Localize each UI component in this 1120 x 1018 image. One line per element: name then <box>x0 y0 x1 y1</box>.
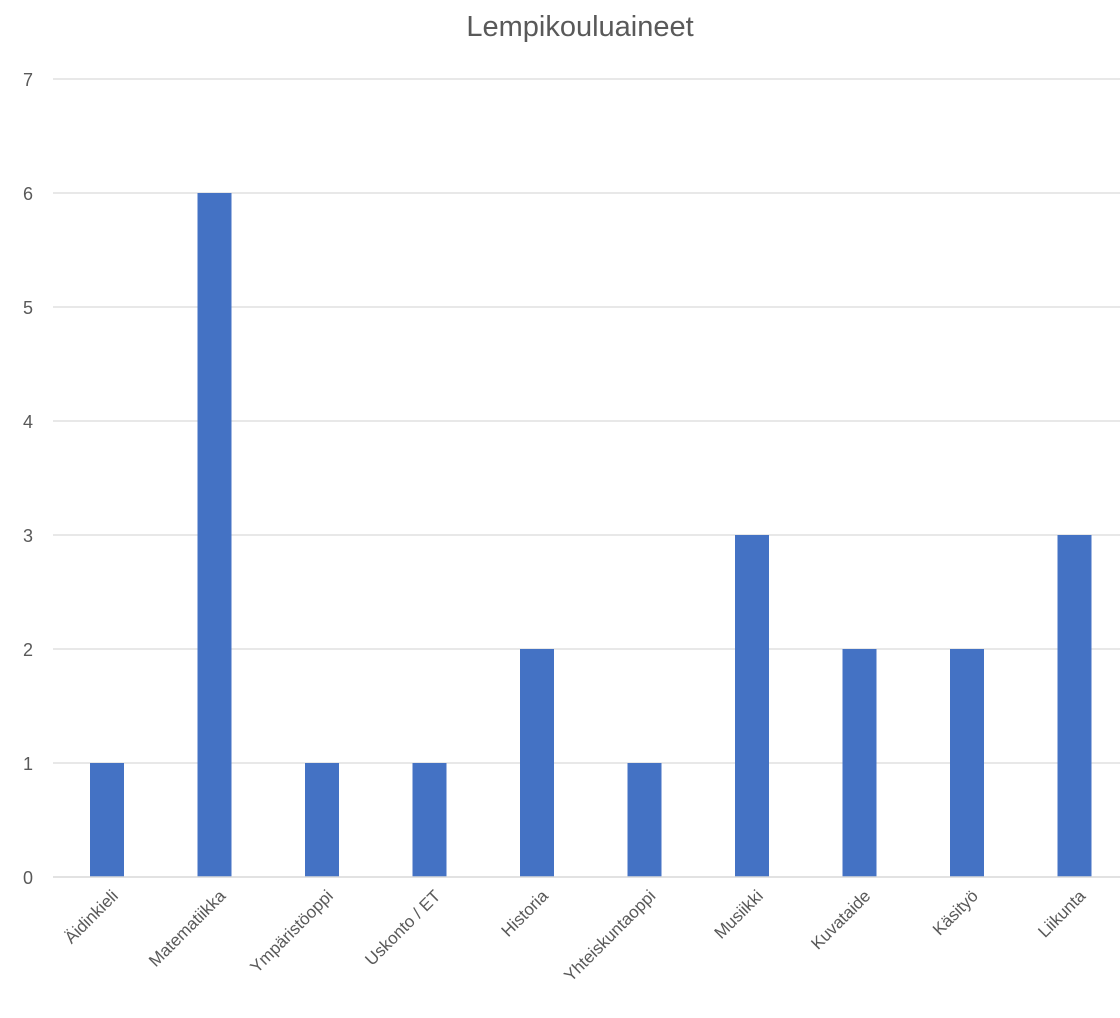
y-tick-label: 7 <box>23 70 33 90</box>
y-tick-label: 3 <box>23 526 33 546</box>
bars <box>90 193 1092 877</box>
x-tick-label: Kuvataide <box>807 886 874 953</box>
bar-6 <box>735 535 769 877</box>
bar-8 <box>950 649 984 877</box>
x-tick-label: Liikunta <box>1034 886 1089 941</box>
bar-7 <box>842 649 877 877</box>
x-tick-label: Historia <box>498 886 553 941</box>
bar-0 <box>90 763 124 877</box>
y-tick-label: 4 <box>23 412 33 432</box>
x-axis-labels: Äidinkieli Matematiikka Ympäristöoppi Uskon… <box>61 886 1090 985</box>
x-tick-label: Uskonto / ET <box>361 886 444 969</box>
bar-2 <box>305 763 339 877</box>
y-tick-label: 0 <box>23 868 33 888</box>
bar-3 <box>412 763 447 877</box>
x-tick-label: Äidinkieli <box>61 886 122 947</box>
bar-4 <box>520 649 554 877</box>
y-tick-label: 1 <box>23 754 33 774</box>
x-tick-label: Käsityö <box>929 886 982 939</box>
chart-title: Lempikouluaineet <box>466 11 693 43</box>
y-axis-ticks: 0 1 2 3 4 5 6 7 <box>23 70 33 888</box>
bar-5 <box>627 763 662 877</box>
x-tick-label: Yhteiskuntaoppi <box>560 886 659 985</box>
x-tick-label: Musiikki <box>711 886 767 942</box>
y-tick-label: 5 <box>23 298 33 318</box>
bar-9 <box>1057 535 1092 877</box>
bar-1 <box>197 193 232 877</box>
x-tick-label: Matematiikka <box>145 886 230 971</box>
y-tick-label: 2 <box>23 640 33 660</box>
y-tick-label: 6 <box>23 184 33 204</box>
x-tick-label: Ympäristöoppi <box>247 886 337 976</box>
